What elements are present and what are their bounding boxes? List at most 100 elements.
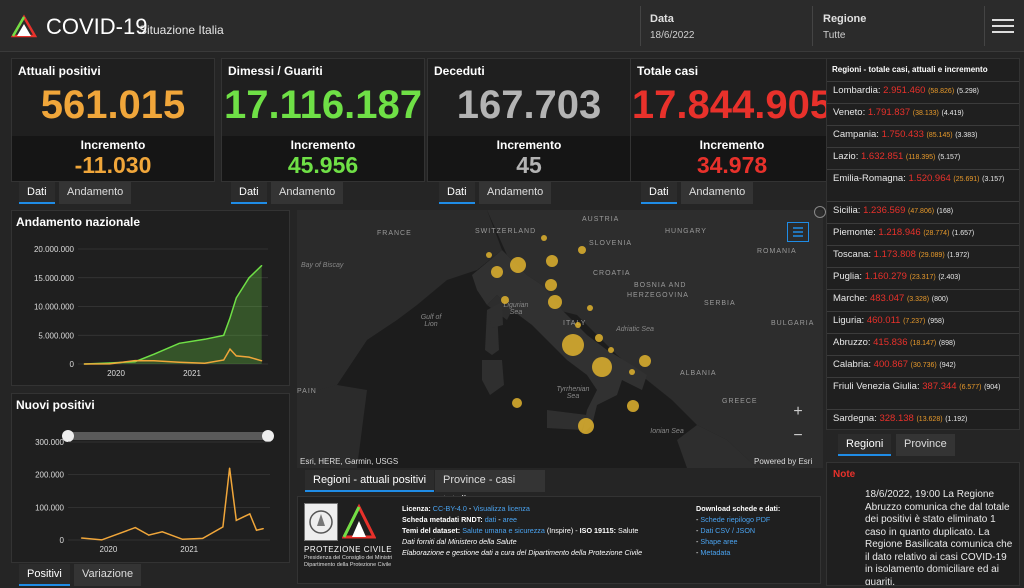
data-point bbox=[261, 264, 263, 267]
region-active: (29.089) bbox=[918, 252, 945, 259]
stat-label: Deceduti bbox=[434, 64, 485, 78]
region-row[interactable]: Toscana: 1.173.808 (29.089) (1.972) bbox=[827, 245, 1019, 267]
nuovi-positivi-chart[interactable]: 300.000 200.000 100.000 0 2020 2021 bbox=[12, 394, 289, 562]
region-row[interactable]: Emilia-Romagna: 1.520.964 (25.691) (3.15… bbox=[827, 169, 1019, 201]
y-tick-label: 15.000.000 bbox=[34, 274, 75, 283]
tab-andamento[interactable]: Andamento bbox=[681, 182, 754, 204]
protezione-sub2: Dipartimento della Protezione Civile bbox=[304, 562, 392, 568]
region-name: Friuli Venezia Giulia: bbox=[833, 381, 920, 392]
region-row[interactable]: Sardegna: 328.138 (13.628) (1.192) bbox=[827, 409, 1019, 429]
region-total: 2.951.460 bbox=[883, 85, 926, 96]
region-row[interactable]: Lazio: 1.632.851 (118.395) (5.157) bbox=[827, 147, 1019, 169]
map-view[interactable]: FRANCE SWITZERLAND AUSTRIA HUNGARY SLOVE… bbox=[297, 210, 823, 468]
tab-dati[interactable]: Dati bbox=[641, 182, 677, 204]
y-tick-label: 5.000.000 bbox=[38, 331, 74, 340]
region-total: 460.011 bbox=[866, 315, 901, 326]
region-row[interactable]: Piemonte: 1.218.946 (28.774) (1.657) bbox=[827, 223, 1019, 245]
region-active: (28.774) bbox=[923, 230, 950, 237]
region-name: Lazio: bbox=[833, 151, 859, 162]
region-total: 1.791.837 bbox=[867, 107, 911, 118]
region-row[interactable]: Lombardia: 2.951.460 (58.826) (5.298) bbox=[827, 81, 1019, 103]
region-row[interactable]: Abruzzo: 415.836 (18.147) (898) bbox=[827, 333, 1019, 355]
region-increment: (1.192) bbox=[945, 416, 968, 423]
visualizza-licenza-link[interactable]: Visualizza licenza bbox=[473, 504, 530, 513]
map-legend-toggle-icon[interactable] bbox=[787, 222, 809, 242]
series-line bbox=[81, 468, 264, 541]
x-tick-label: 2021 bbox=[183, 369, 201, 378]
region-total: 1.236.569 bbox=[863, 205, 906, 216]
region-total: 1.218.946 bbox=[878, 227, 921, 238]
region-bubble-marche bbox=[587, 305, 593, 311]
region-selector-label[interactable]: Regione bbox=[823, 13, 867, 25]
tab-dati[interactable]: Dati bbox=[19, 182, 55, 204]
region-bubble-molise bbox=[608, 347, 614, 353]
zoom-in-button[interactable]: + bbox=[793, 403, 803, 420]
series-area bbox=[84, 265, 262, 364]
regions-list-panel: Regioni - totale casi, attuali e increme… bbox=[826, 58, 1020, 430]
region-name: Liguria: bbox=[833, 315, 865, 326]
tab-regioni-attuali-positivi[interactable]: Regioni - attuali positivi bbox=[305, 470, 435, 492]
region-active: (47.806) bbox=[908, 208, 935, 215]
range-slider-handle-left bbox=[62, 430, 74, 442]
region-total: 483.047 bbox=[869, 293, 905, 304]
temi-link[interactable]: Salute umana e sicurezza bbox=[462, 526, 545, 535]
licenza-link[interactable]: CC-BY-4.0 bbox=[432, 504, 467, 513]
scheda-aree-link[interactable]: aree bbox=[502, 515, 518, 524]
increment-value: 34.978 bbox=[696, 152, 768, 178]
data-point bbox=[261, 360, 263, 362]
chart-title: Andamento nazionale bbox=[16, 215, 141, 229]
data-point bbox=[153, 353, 155, 355]
download-metadata-link[interactable]: Metadata bbox=[700, 548, 731, 557]
data-point bbox=[204, 338, 206, 340]
protezione-sub1: Presidenza del Consiglio dei Ministri bbox=[304, 555, 393, 561]
region-row[interactable]: Marche: 483.047 (3.328) (800) bbox=[827, 289, 1019, 311]
fullscreen-icon[interactable] bbox=[814, 206, 826, 218]
region-selector-value[interactable]: Tutte bbox=[823, 30, 846, 41]
region-row[interactable]: Puglia: 1.160.279 (23.317) (2.403) bbox=[827, 267, 1019, 289]
tab-province-casi-totali[interactable]: Province - casi totali bbox=[435, 470, 545, 506]
download-csv-json-link[interactable]: Dati CSV / JSON bbox=[700, 526, 756, 535]
region-row[interactable]: Liguria: 460.011 (7.237) (958) bbox=[827, 311, 1019, 333]
download-schede-pdf-link[interactable]: Schede riepilogo PDF bbox=[700, 515, 771, 524]
tab-andamento[interactable]: Andamento bbox=[59, 182, 132, 204]
stat-label: Dimessi / Guariti bbox=[228, 64, 323, 78]
tab-variazione[interactable]: Variazione bbox=[74, 564, 142, 586]
data-point bbox=[262, 527, 264, 530]
zoom-out-button[interactable]: − bbox=[793, 427, 803, 444]
download-shape-aree-link[interactable]: Shape aree bbox=[700, 537, 738, 546]
data-point bbox=[181, 538, 184, 540]
stat-label: Attuali positivi bbox=[18, 64, 101, 78]
region-bubble-trentino bbox=[541, 235, 547, 241]
download-section: Download schede e dati: - Schede riepilo… bbox=[696, 503, 816, 558]
region-increment: (1.972) bbox=[947, 252, 970, 259]
region-bubble-calabria bbox=[627, 400, 639, 412]
andamento-chart[interactable]: 20.000.000 15.000.000 10.000.000 5.000.000 0… bbox=[12, 211, 289, 385]
stat-tabs: Dati Andamento bbox=[439, 182, 559, 204]
region-bubble-lazio bbox=[562, 334, 584, 356]
region-active: (13.628) bbox=[916, 416, 943, 423]
tab-regioni[interactable]: Regioni bbox=[838, 434, 892, 456]
tab-dati[interactable]: Dati bbox=[231, 182, 267, 204]
region-name: Lombardia: bbox=[833, 85, 881, 96]
regions-tabs: Regioni Province bbox=[838, 434, 988, 456]
tab-dati[interactable]: Dati bbox=[439, 182, 475, 204]
region-row[interactable]: Calabria: 400.867 (30.736) (942) bbox=[827, 355, 1019, 377]
region-bubble-lombardia bbox=[510, 257, 526, 273]
region-name: Emilia-Romagna: bbox=[833, 173, 906, 184]
tab-andamento[interactable]: Andamento bbox=[271, 182, 344, 204]
stat-dimessi-guariti: Dimessi / Guariti 17.116.187 Incremento … bbox=[221, 58, 425, 182]
region-row[interactable]: Sicilia: 1.236.569 (47.806) (168) bbox=[827, 201, 1019, 223]
tab-positivi[interactable]: Positivi bbox=[19, 564, 70, 586]
hamburger-menu-icon[interactable] bbox=[990, 15, 1016, 37]
map-bubbles[interactable] bbox=[297, 210, 823, 468]
region-total: 1.520.964 bbox=[908, 173, 951, 184]
region-row[interactable]: Veneto: 1.791.837 (38.133) (4.419) bbox=[827, 103, 1019, 125]
tab-province[interactable]: Province bbox=[896, 434, 955, 456]
tab-andamento[interactable]: Andamento bbox=[479, 182, 552, 204]
region-active: (3.328) bbox=[906, 296, 930, 303]
scheda-dati-link[interactable]: dati bbox=[484, 515, 497, 524]
map-label-hungary: HUNGARY bbox=[665, 228, 707, 235]
data-point bbox=[134, 526, 136, 529]
region-row[interactable]: Campania: 1.750.433 (85.145) (3.383) bbox=[827, 125, 1019, 147]
region-row[interactable]: Friuli Venezia Giulia: 387.344 (6.577) (… bbox=[827, 377, 1019, 409]
